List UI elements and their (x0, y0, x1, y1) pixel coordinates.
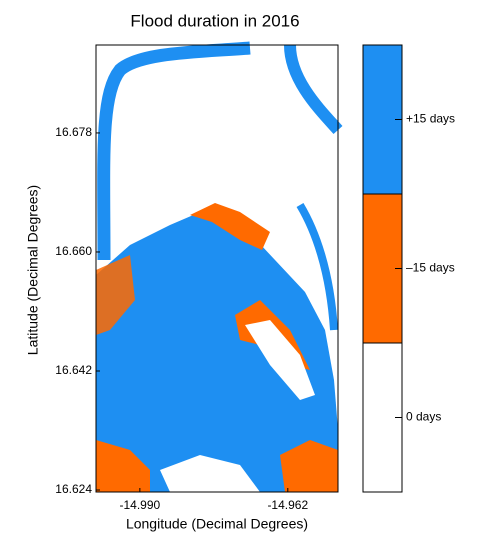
x-axis-label: Longitude (Decimal Degrees) (126, 516, 308, 532)
flood-raster (96, 41, 343, 492)
colorbar-label: +15 days (406, 112, 455, 126)
plot-frame (95, 44, 339, 493)
river (296, 202, 338, 331)
y-tick-label: 16.624 (55, 482, 92, 496)
y-tick-label: 16.678 (55, 125, 92, 139)
dry-patch (245, 320, 315, 400)
dry-patch (160, 455, 260, 492)
colorbar-label: 0 days (406, 410, 441, 424)
y-tick-label: 16.642 (55, 363, 92, 377)
flood-patch (96, 255, 135, 335)
y-tick-label: 16.660 (55, 244, 92, 258)
flood-patch (190, 203, 270, 250)
x-tick-label: -14.962 (267, 498, 308, 512)
chart-title: Flood duration in 2016 (130, 11, 299, 30)
river (284, 44, 343, 135)
flooded-area (96, 210, 338, 492)
x-tick-label: -14.990 (120, 498, 161, 512)
flood-patch (96, 440, 150, 492)
y-axis-label: Latitude (Decimal Degrees) (25, 185, 41, 355)
flood-patch (280, 440, 338, 492)
colorbar-label: –15 days (406, 261, 455, 275)
river (97, 41, 251, 261)
